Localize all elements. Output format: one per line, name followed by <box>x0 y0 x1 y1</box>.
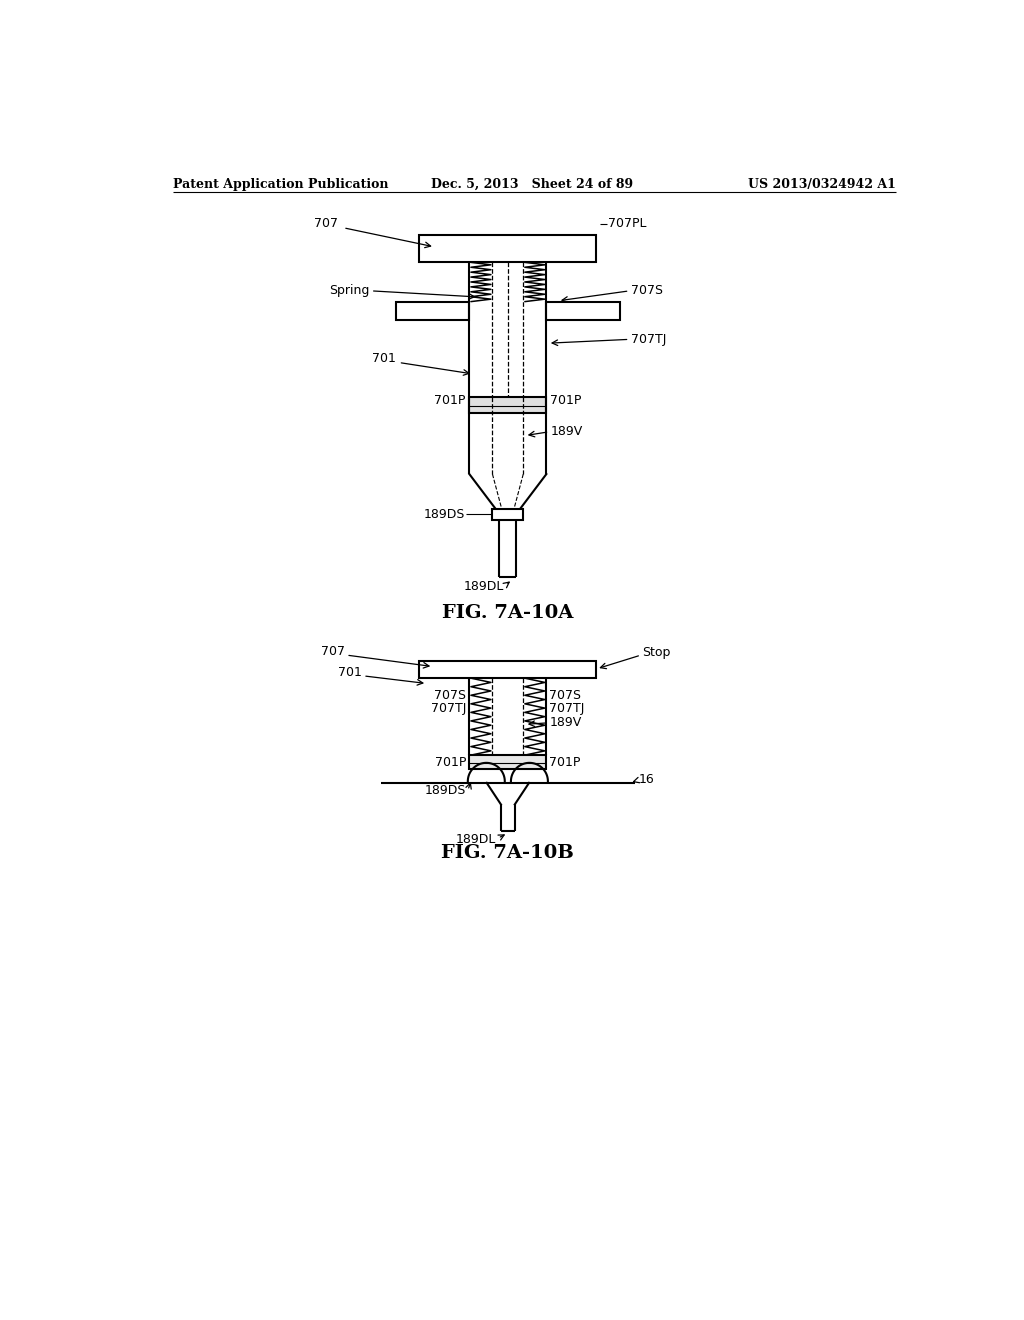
Text: 189V: 189V <box>550 425 583 438</box>
Text: 707TJ: 707TJ <box>631 333 667 346</box>
Text: 707TJ: 707TJ <box>431 702 466 715</box>
Text: Dec. 5, 2013   Sheet 24 of 89: Dec. 5, 2013 Sheet 24 of 89 <box>431 178 633 190</box>
Text: 707: 707 <box>314 218 339 231</box>
Text: US 2013/0324942 A1: US 2013/0324942 A1 <box>749 178 896 190</box>
Bar <box>547 302 620 321</box>
Text: 707S: 707S <box>631 284 664 297</box>
Bar <box>493 508 523 520</box>
Text: 701P: 701P <box>434 395 466 408</box>
Text: 189DS: 189DS <box>424 508 466 520</box>
Text: FIG. 7A-10A: FIG. 7A-10A <box>442 603 573 622</box>
Text: Stop: Stop <box>643 647 671 659</box>
Text: 701P: 701P <box>435 755 466 768</box>
Text: 707: 707 <box>321 644 345 657</box>
Text: 707TJ: 707TJ <box>550 702 585 715</box>
Text: 701P: 701P <box>550 755 581 768</box>
Bar <box>419 235 596 263</box>
Text: 189DL: 189DL <box>456 833 497 846</box>
Text: 707S: 707S <box>434 689 466 702</box>
Text: Spring: Spring <box>329 284 370 297</box>
Text: 16: 16 <box>639 772 654 785</box>
Text: 701: 701 <box>373 352 396 366</box>
Text: 707PL: 707PL <box>608 218 646 231</box>
Text: 189DS: 189DS <box>425 784 466 797</box>
Bar <box>419 661 596 678</box>
Text: 189V: 189V <box>550 717 582 730</box>
Bar <box>469 755 547 770</box>
Text: Patent Application Publication: Patent Application Publication <box>173 178 388 190</box>
Bar <box>396 302 469 321</box>
Bar <box>469 397 547 412</box>
Text: 701P: 701P <box>550 395 582 408</box>
Text: 707S: 707S <box>550 689 582 702</box>
Text: 189DL: 189DL <box>464 579 504 593</box>
Text: FIG. 7A-10B: FIG. 7A-10B <box>441 843 574 862</box>
Text: 701: 701 <box>338 667 361 680</box>
